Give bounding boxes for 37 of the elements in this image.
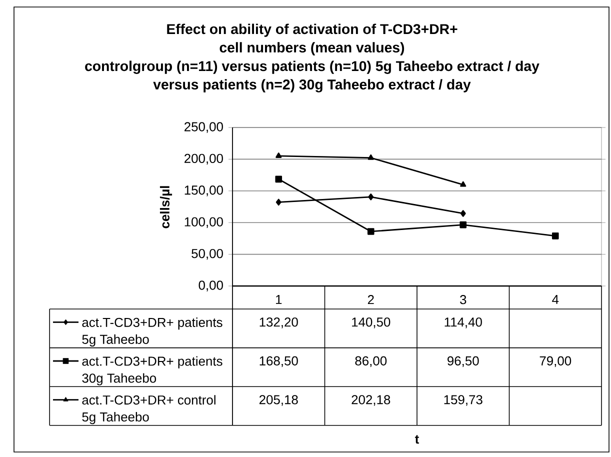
text: t <box>415 435 420 444</box>
data-label: 86,00 <box>355 356 387 367</box>
point <box>276 152 282 158</box>
point <box>276 198 282 206</box>
y-tick-label: 50,00 <box>192 248 223 260</box>
data-label: 205,18 <box>259 395 298 406</box>
y-tick-label: 200,00 <box>184 154 223 165</box>
point <box>460 221 467 228</box>
point <box>460 181 466 187</box>
chart-subtitle: controlgroup (n=11) versus patients (n=10) 5g Taheebo extract / day versus patients (n=2) 30g Taheebo extract / day <box>85 60 540 92</box>
data-label: 159,73 <box>444 395 482 406</box>
data-label: 79,00 <box>540 356 572 367</box>
y-tick-label: 250,00 <box>184 122 223 133</box>
data-label: 168,50 <box>260 356 298 367</box>
legend-label: act.T-CD3+DR+ patients 30g Taheebo <box>82 356 222 386</box>
data-label: 114,40 <box>444 317 482 328</box>
point <box>460 210 466 217</box>
y-tick-label: 150,00 <box>184 186 223 196</box>
y-axis-title: cells/µl <box>160 186 172 228</box>
data-label: 202,18 <box>352 395 390 406</box>
legend-label: act.T-CD3+DR+ patients 5g Taheebo <box>82 317 222 347</box>
y-tick-label: 100,00 <box>184 217 223 228</box>
x-tick-label: 2 <box>368 295 374 304</box>
y-tick-label: 0,00 <box>198 280 223 292</box>
data-label: 140,50 <box>352 317 390 328</box>
x-tick-label: 3 <box>460 295 466 304</box>
chart-title: Effect on ability of activation of T-CD3+DR+ cell numbers (mean values) <box>167 24 458 56</box>
point <box>367 228 374 235</box>
point <box>552 232 559 240</box>
point <box>275 176 282 183</box>
point <box>368 194 374 200</box>
data-label: 96,50 <box>448 356 479 367</box>
legend-label: act.T-CD3+DR+ control 5g Taheebo <box>82 395 216 424</box>
x-tick-label: 4 <box>552 295 559 304</box>
point <box>368 154 374 160</box>
x-tick-label: 1 <box>276 295 282 304</box>
data-label: 132,20 <box>260 317 298 328</box>
